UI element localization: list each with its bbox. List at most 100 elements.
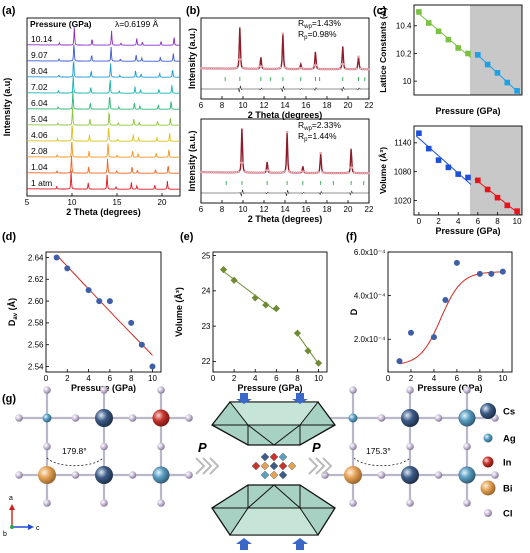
atom-cs	[95, 466, 113, 484]
x-tick-label: 10	[239, 101, 248, 110]
y-tick-label: 6.0x10⁻⁴	[354, 248, 386, 257]
obs-point	[237, 58, 241, 61]
plot-frame	[413, 125, 523, 216]
obs-point	[340, 171, 343, 175]
x-tick-label: 15	[113, 198, 122, 207]
plot-frame	[45, 251, 162, 373]
mini-octahedron	[269, 461, 279, 471]
y-tick-label: 22	[202, 357, 211, 366]
data-point	[475, 52, 481, 58]
obs-point	[334, 67, 337, 71]
obs-point	[199, 170, 203, 174]
panel-label-c: (c)	[373, 5, 387, 17]
plot-frame	[387, 251, 513, 373]
high-pressure-region	[469, 5, 522, 95]
y-tick-label: 2.62	[28, 275, 44, 284]
obs-point	[233, 171, 236, 174]
obs-point	[281, 171, 285, 174]
obs-point	[283, 169, 287, 173]
atom-cl	[349, 499, 357, 507]
atom-cl	[43, 386, 51, 394]
chart-c-bottom-volume: 0 2 4 6 8 10 1020 1080 1140 Pressure (GPa) Volume …	[378, 125, 523, 236]
obs-point	[306, 171, 310, 175]
angle-label-left: 179.8°	[62, 446, 87, 456]
obs-point	[290, 67, 293, 71]
data-point	[304, 347, 312, 355]
atom-cl	[377, 471, 386, 479]
axis-triad: a b c	[3, 495, 40, 538]
obs-point	[222, 171, 226, 174]
x-tick-label: 8	[129, 374, 134, 383]
atom-cl	[71, 414, 80, 422]
obs-point	[363, 171, 367, 175]
obs-point	[317, 67, 320, 71]
y-tick-label: 10.2	[396, 49, 412, 58]
obs-point	[241, 161, 245, 164]
obs-point	[279, 171, 283, 174]
xrd-series-line	[27, 60, 180, 78]
obs-point	[348, 67, 352, 71]
x-tick-label: 16	[302, 205, 311, 214]
obs-point	[357, 55, 360, 59]
obs-point	[250, 67, 253, 71]
x-tick-label: 20	[158, 198, 167, 207]
x-tick-label: 10	[239, 205, 248, 214]
obs-point	[281, 32, 285, 36]
obs-point	[231, 171, 234, 174]
obs-point	[329, 171, 333, 175]
xrd-series-line	[27, 141, 180, 158]
y-tick-label: 24	[202, 287, 211, 296]
x-tick-label: 2	[409, 374, 414, 383]
obs-point	[313, 171, 316, 175]
obs-point	[321, 170, 325, 174]
x-tick-label: 2	[232, 374, 237, 383]
obs-point	[332, 171, 335, 175]
y-tick-label: 2.54	[28, 362, 44, 371]
obs-point	[248, 171, 251, 174]
obs-point	[323, 171, 327, 175]
atom-cl	[377, 414, 386, 422]
x-tick-label: 6	[199, 101, 204, 110]
y-axis-label: Intensity (a.u.)	[187, 130, 197, 191]
atom-cl	[349, 386, 357, 394]
obs-point	[254, 171, 257, 174]
atom-cl	[100, 442, 108, 451]
y-tick-label: 10	[403, 77, 412, 86]
obs-point	[283, 66, 287, 69]
obs-point	[296, 171, 299, 175]
data-point	[85, 287, 92, 294]
obs-point	[277, 67, 280, 70]
data-point	[476, 270, 483, 277]
obs-point	[208, 67, 211, 70]
fit-curve	[399, 271, 503, 365]
x-tick-label: 6	[476, 217, 481, 226]
obs-point	[350, 67, 354, 71]
fit-line	[415, 135, 472, 185]
obs-point	[290, 171, 293, 174]
obs-point	[292, 67, 295, 71]
obs-point	[302, 170, 306, 173]
data-point	[430, 334, 437, 341]
obs-point	[365, 67, 369, 71]
calc-profile-line	[201, 128, 369, 174]
data-point	[475, 177, 481, 184]
data-point	[272, 304, 280, 313]
obs-point	[241, 66, 245, 70]
chart-b-bottom-rwp: Rwp=2.33%	[298, 120, 341, 132]
x-tick-label: 10	[513, 217, 522, 226]
x-tick-label: 8	[495, 217, 500, 226]
obs-point	[315, 171, 318, 175]
x-axis-label: 2 Theta (degrees)	[66, 207, 141, 217]
data-point	[488, 270, 495, 277]
x-tick-label: 10	[68, 198, 77, 207]
atom-cl	[128, 471, 137, 479]
obs-point	[311, 171, 314, 175]
legend-atom-cl-icon	[484, 509, 492, 517]
obs-point	[243, 67, 247, 70]
obs-point	[315, 63, 318, 67]
x-axis-label: Pressure (GPa)	[435, 226, 500, 236]
obs-point	[235, 66, 238, 70]
obs-point	[273, 171, 276, 175]
legend-atom-bi-icon	[480, 480, 496, 496]
